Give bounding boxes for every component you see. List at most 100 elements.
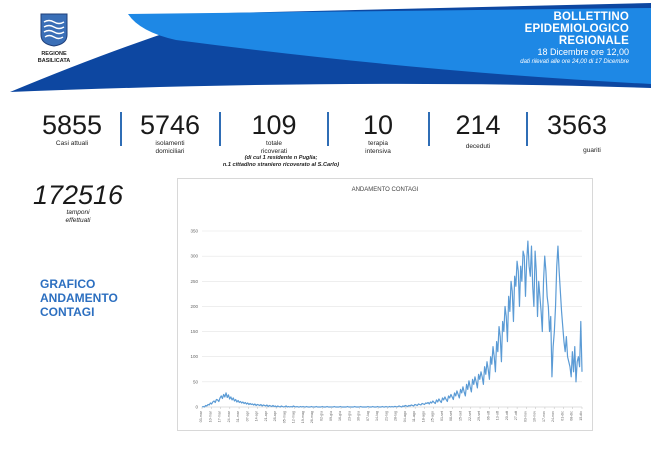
chart-title: ANDAMENTO CONTAGI bbox=[351, 187, 419, 193]
x-tick-label: 12-mag bbox=[292, 411, 296, 423]
ricoverati-note-line1: (di cui 1 residente n Puglia; bbox=[244, 155, 318, 161]
tamponi-label-line1: tamponi bbox=[66, 209, 90, 216]
x-tick-label: 21-lug bbox=[384, 411, 388, 421]
stat-label: deceduti bbox=[465, 143, 491, 150]
y-tick-label: 200 bbox=[190, 304, 198, 309]
x-tick-label: 15-set bbox=[459, 411, 463, 421]
header-text: BOLLETTINO EPIDEMIOLOGICO REGIONALE 18 D… bbox=[520, 11, 629, 66]
x-tick-label: 13-ott bbox=[496, 411, 500, 420]
x-tick-label: 14-apr bbox=[255, 410, 259, 421]
x-tick-label: 08-set bbox=[449, 411, 453, 421]
x-tick-label: 05-mag bbox=[282, 411, 286, 423]
x-tick-label: 31-mar bbox=[236, 410, 240, 422]
section-title-line2: ANDAMENTO bbox=[40, 291, 118, 305]
header-date: 18 Dicembre ore 12,00 bbox=[537, 47, 629, 57]
stat-value: 3563 bbox=[546, 110, 608, 140]
chart-container: ANDAMENTO CONTAGI 0 50 100 150 200 250 300 350 0… bbox=[177, 178, 593, 431]
x-tick-label: 19-mag bbox=[301, 411, 305, 423]
tamponi-block: 172516 tamponi effettuati bbox=[30, 181, 126, 225]
x-tick-label: 17-nov bbox=[542, 411, 546, 422]
x-tick-label: 08-dic bbox=[570, 411, 574, 421]
x-tick-label: 06-ott bbox=[486, 411, 490, 420]
x-tick-label: 25-ago bbox=[431, 411, 435, 422]
x-tick-label: 30-giu bbox=[357, 411, 361, 421]
series-line-contagi bbox=[201, 240, 583, 408]
x-tick-label: 29-set bbox=[477, 411, 481, 421]
stat-guariti: 3563 guariti bbox=[535, 110, 619, 155]
header-note: dati rilevati alle ore 24,00 di 17 Dicem… bbox=[520, 59, 629, 65]
x-tick-label: 17-mar bbox=[218, 410, 222, 422]
stat-value: 214 bbox=[455, 110, 501, 140]
y-tick-label: 350 bbox=[190, 229, 198, 234]
tamponi-label-line2: effettuati bbox=[65, 217, 91, 224]
x-tick-label: 09-giu bbox=[329, 411, 333, 421]
stat-divider bbox=[327, 112, 329, 146]
y-tick-label: 300 bbox=[190, 254, 198, 259]
x-tick-label: 10-nov bbox=[533, 411, 537, 422]
x-tick-label: 11-ago bbox=[412, 411, 416, 422]
ricoverati-note: (di cui 1 residente n Puglia; n.1 cittad… bbox=[196, 155, 366, 169]
x-tick-label: 14-lug bbox=[375, 411, 379, 421]
x-tick-label: 22-set bbox=[468, 411, 472, 421]
x-tick-label: 02-giu bbox=[319, 411, 323, 421]
stat-totale-ricoverati: 109 totale ricoverati bbox=[232, 110, 316, 156]
x-tick-label: 24-mar bbox=[227, 410, 231, 422]
stat-label: Casi attuali bbox=[55, 140, 89, 147]
y-tick-label: 250 bbox=[190, 279, 198, 284]
x-tick-label: 03-mar bbox=[199, 410, 203, 422]
x-tick-label: 18-ago bbox=[421, 411, 425, 422]
x-tick-label: 07-apr bbox=[245, 410, 249, 421]
y-tick-label: 150 bbox=[190, 329, 198, 334]
header-title-line1: BOLLETTINO bbox=[553, 11, 629, 23]
stat-divider bbox=[526, 112, 528, 146]
stat-terapia-intensiva: 10 terapia intensiva bbox=[336, 110, 420, 156]
x-tick-label: 27-ott bbox=[514, 411, 518, 420]
x-tick-label: 26-mag bbox=[310, 411, 314, 423]
stat-divider bbox=[120, 112, 122, 146]
x-tick-label: 01-set bbox=[440, 411, 444, 421]
ricoverati-note-line2: n.1 cittadino straniero ricoverato al S.… bbox=[222, 162, 340, 168]
y-tick-label: 0 bbox=[195, 405, 198, 410]
y-tick-label: 50 bbox=[193, 379, 199, 384]
tamponi-value: 172516 bbox=[32, 180, 124, 210]
x-tick-label: 24-nov bbox=[551, 411, 555, 422]
stat-value: 109 bbox=[251, 110, 297, 140]
x-tick-label: 10-mar bbox=[208, 410, 212, 422]
stat-value: 10 bbox=[362, 110, 394, 140]
stat-label: totale ricoverati bbox=[260, 140, 288, 155]
header-title-line2: EPIDEMIOLOGICO bbox=[524, 23, 629, 35]
header-title-line3: REGIONALE bbox=[558, 35, 629, 47]
stat-divider bbox=[428, 112, 430, 146]
x-tick-label: 21-apr bbox=[264, 410, 268, 421]
x-tick-label: 01-dic bbox=[560, 411, 564, 421]
stat-casi-attuali: 5855 Casi attuali bbox=[30, 110, 114, 148]
logo-text-line1: REGIONE bbox=[41, 51, 67, 57]
x-tick-label: 15-dic bbox=[579, 411, 583, 421]
stat-value: 5746 bbox=[139, 110, 201, 140]
stat-value: 5855 bbox=[41, 110, 103, 140]
logo: REGIONE BASILICATA bbox=[26, 13, 82, 64]
y-tick-label: 100 bbox=[190, 354, 198, 359]
header-banner bbox=[10, 3, 651, 92]
section-title-line1: GRAFICO bbox=[40, 277, 96, 291]
stat-deceduti: 214 deceduti bbox=[436, 110, 520, 151]
x-tick-label: 16-giu bbox=[338, 411, 342, 421]
x-tick-label: 20-ott bbox=[505, 411, 509, 420]
x-tick-label: 28-apr bbox=[273, 410, 277, 421]
x-tick-label: 28-lug bbox=[394, 411, 398, 421]
section-title-line3: CONTAGI bbox=[40, 305, 95, 319]
regione-basilicata-crest-icon bbox=[40, 13, 68, 47]
line-chart: 0 50 100 150 200 250 300 350 03-mar 10-mar 17-mar 2… bbox=[190, 229, 583, 424]
x-tick-label: 04-ago bbox=[403, 411, 407, 422]
section-title: GRAFICO ANDAMENTO CONTAGI bbox=[40, 277, 160, 319]
stat-label: guariti bbox=[583, 147, 601, 154]
stat-divider bbox=[219, 112, 221, 146]
banner-foreground-shape bbox=[128, 8, 651, 84]
logo-text-line2: BASILICATA bbox=[37, 57, 71, 64]
stat-isolamenti-domiciliari: 5746 isolamenti domiciliari bbox=[128, 110, 212, 156]
stat-label: isolamenti domiciliari bbox=[155, 140, 185, 155]
x-tick-label: 03-nov bbox=[523, 411, 527, 422]
x-tick-label: 07-lug bbox=[366, 411, 370, 421]
stat-label: terapia intensiva bbox=[365, 140, 391, 155]
x-tick-label: 23-giu bbox=[347, 411, 351, 421]
